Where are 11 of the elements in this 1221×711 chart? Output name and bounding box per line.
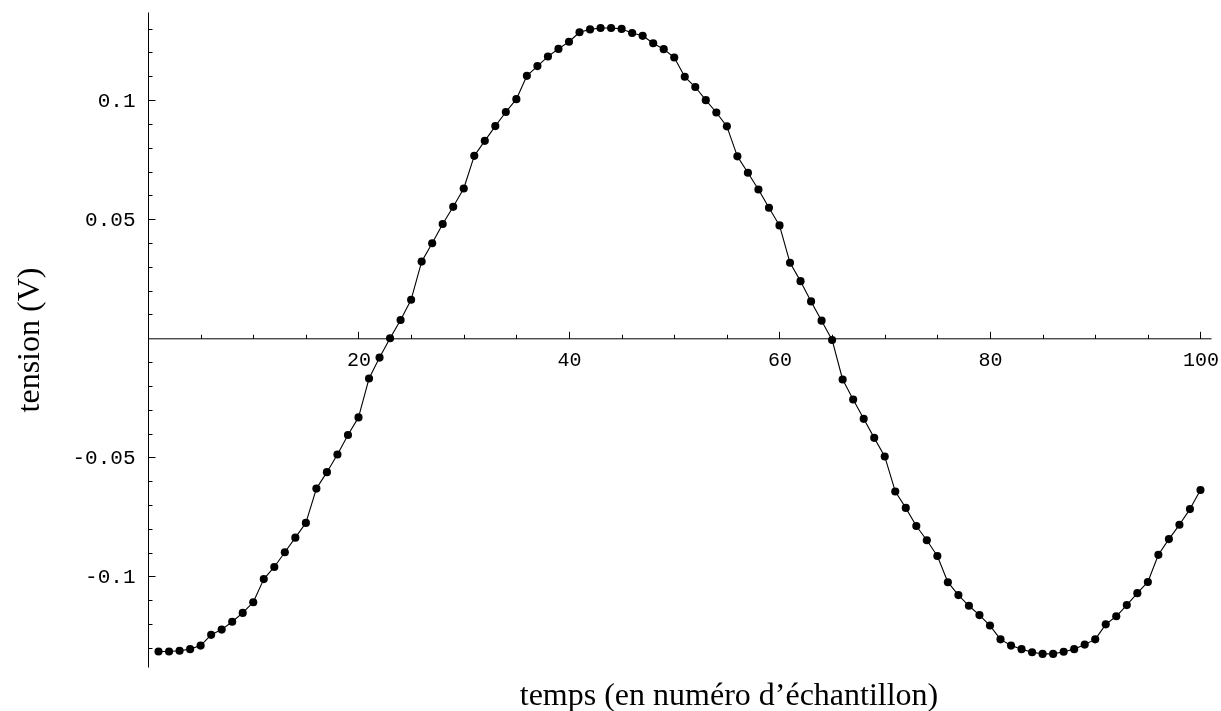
x-tick-label: 40	[557, 348, 582, 372]
x-tick-label: 80	[978, 348, 1003, 372]
y-tick-label: -0.1	[85, 565, 136, 589]
x-axis-title: temps (en numéro d’échantillon)	[519, 675, 939, 711]
y-tick-label: 0.05	[85, 208, 136, 232]
y-axis-title: tension (V)	[9, 267, 46, 413]
y-tick-label: 0.1	[97, 89, 136, 113]
x-tick-label: 100	[1182, 348, 1219, 372]
x-tick-label: 20	[346, 348, 371, 372]
y-tick-label: -0.05	[72, 446, 136, 470]
x-tick-label: 60	[767, 348, 792, 372]
